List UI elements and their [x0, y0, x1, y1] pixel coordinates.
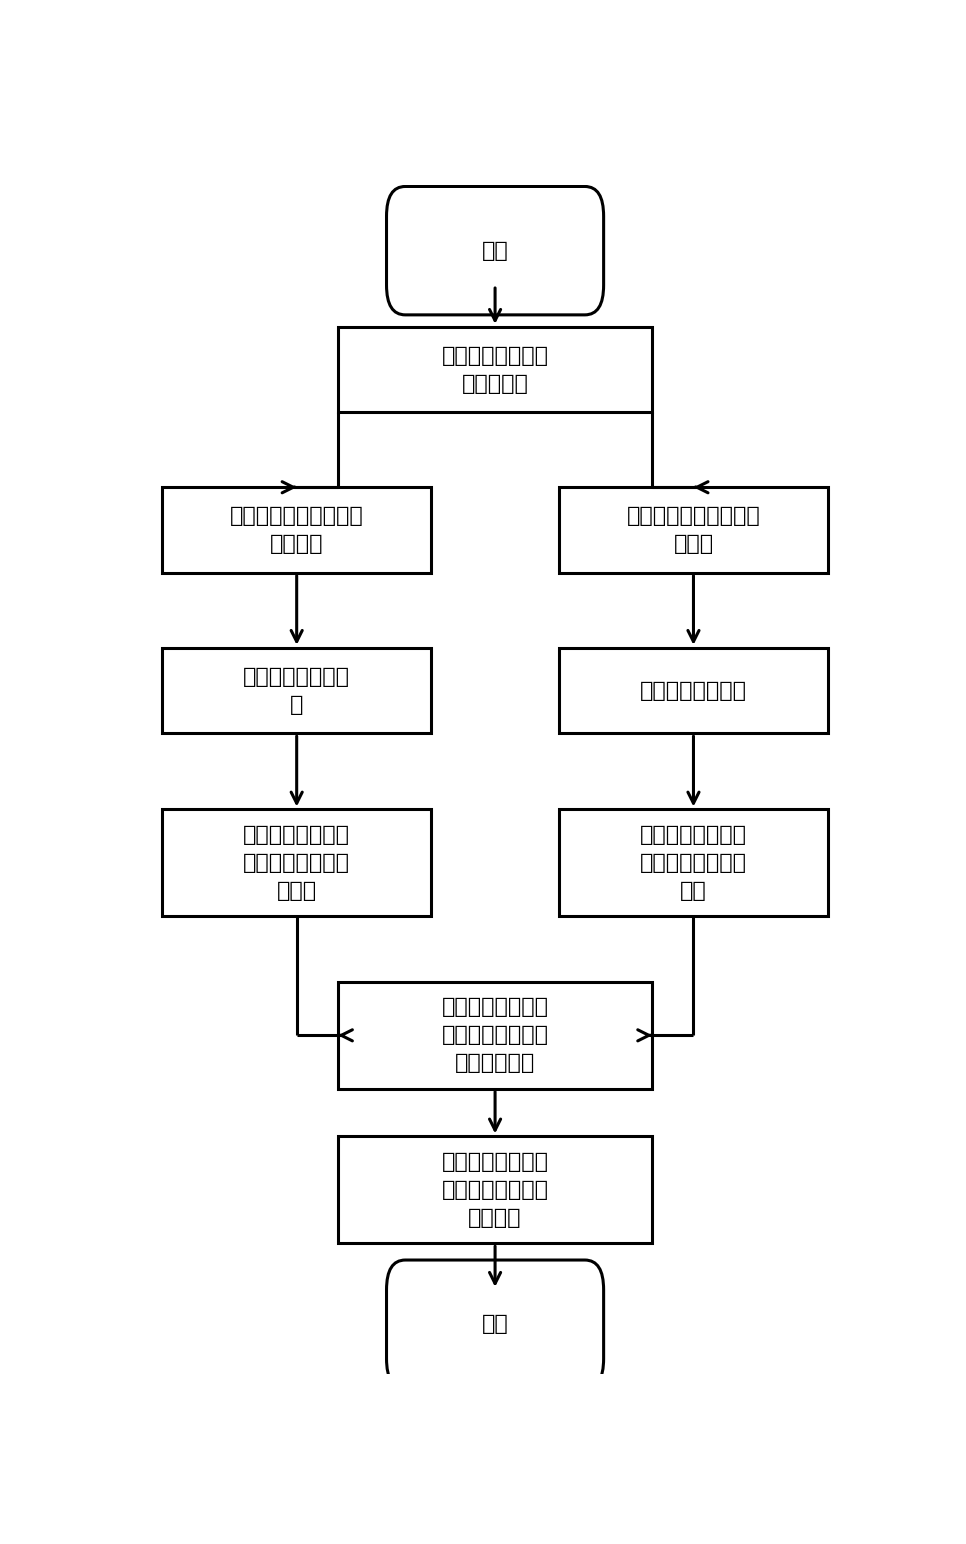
Text: 数据采集传感器进
行数据采集: 数据采集传感器进 行数据采集 — [441, 346, 549, 394]
Text: 电池荷电状态判别: 电池荷电状态判别 — [639, 681, 747, 701]
Bar — [162, 809, 432, 917]
Bar — [558, 809, 828, 917]
Text: 结束: 结束 — [482, 1314, 508, 1334]
Bar — [338, 1136, 652, 1243]
Text: 电锅炉储能状态判
别: 电锅炉储能状态判 别 — [243, 667, 351, 715]
Text: 对电池相关数据进行处
理筛选: 对电池相关数据进行处 理筛选 — [627, 506, 760, 554]
Text: 弃风与电池储能协
调运行充放电电量
计算: 弃风与电池储能协 调运行充放电电量 计算 — [639, 824, 747, 902]
Bar — [162, 648, 432, 733]
Bar — [338, 982, 652, 1089]
Text: 弃风与大规模点储
热和电池储能协调
运行参数计算: 弃风与大规模点储 热和电池储能协调 运行参数计算 — [441, 997, 549, 1073]
Text: 开始: 开始 — [482, 241, 508, 261]
Text: 弃风与电储热协调
运行投运电锅炉参
数计算: 弃风与电储热协调 运行投运电锅炉参 数计算 — [243, 824, 351, 902]
Bar — [558, 488, 828, 573]
Bar — [558, 648, 828, 733]
Bar — [162, 488, 432, 573]
FancyBboxPatch shape — [386, 187, 604, 315]
Bar — [338, 327, 652, 412]
FancyBboxPatch shape — [386, 1260, 604, 1388]
Text: 对电锅炉相关数据进行
处理筛选: 对电锅炉相关数据进行 处理筛选 — [230, 506, 363, 554]
Text: 处理计算弃风与电
池储能和电储热工
功率分配: 处理计算弃风与电 池储能和电储热工 功率分配 — [441, 1152, 549, 1227]
